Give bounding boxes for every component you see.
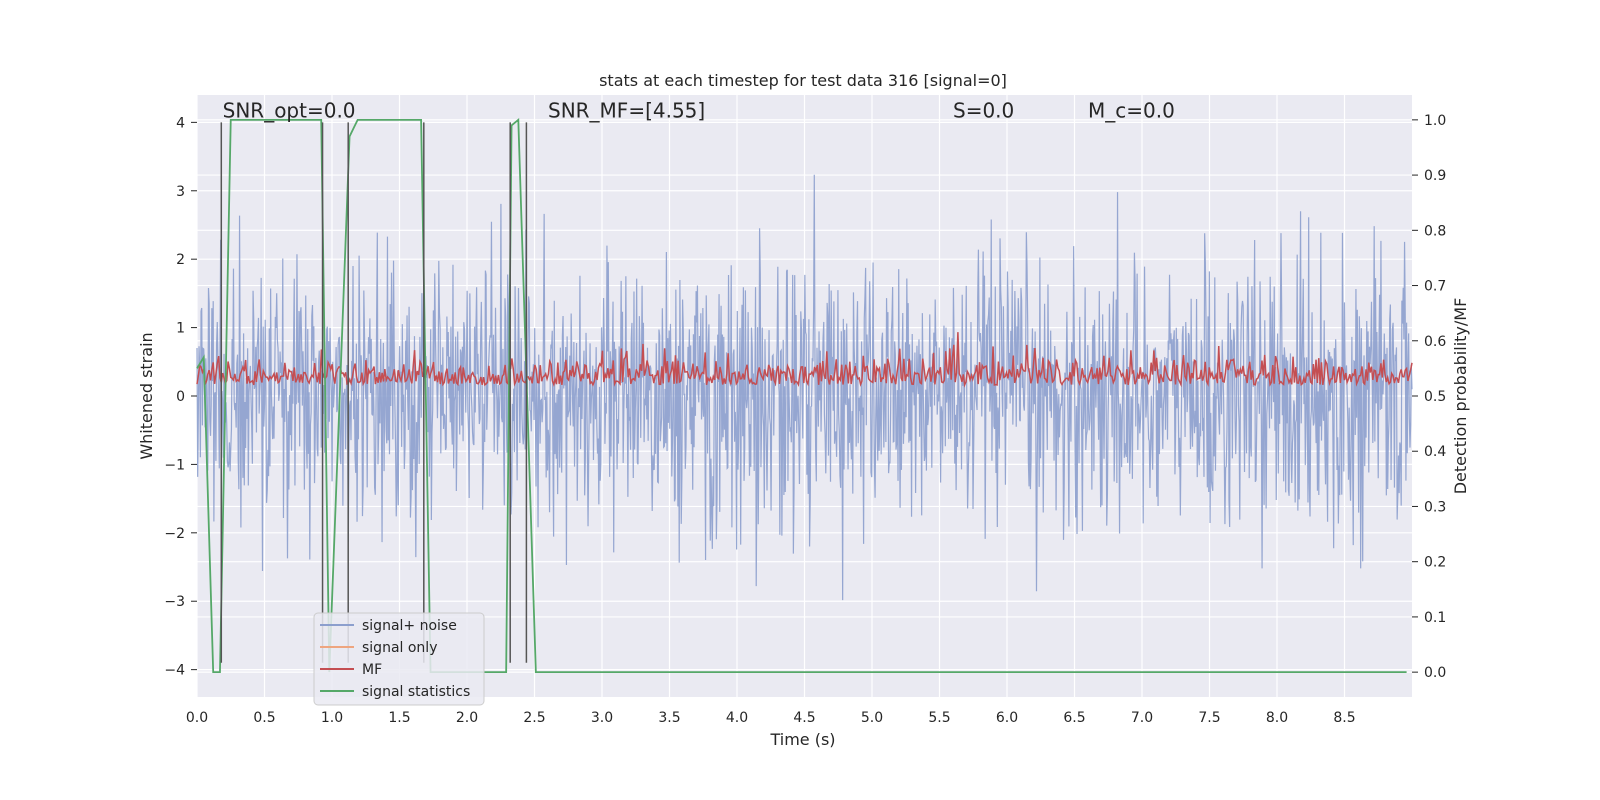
x-tick-label: 5.5 bbox=[928, 710, 950, 726]
y-right-tick-label: 0.5 bbox=[1424, 389, 1446, 405]
annotation-text: SNR_MF=[4.55] bbox=[548, 99, 705, 123]
series-mf-line bbox=[196, 332, 1413, 388]
legend-label: signal statistics bbox=[362, 684, 470, 700]
y-right-tick-label: 0.9 bbox=[1424, 168, 1446, 184]
annotation-text: S=0.0 bbox=[953, 99, 1014, 123]
y-right-tick-label: 0.0 bbox=[1424, 665, 1446, 681]
annotation-text: SNR_opt=0.0 bbox=[223, 99, 356, 123]
x-tick-label: 3.0 bbox=[591, 710, 613, 726]
y-tick-label: −2 bbox=[164, 526, 185, 542]
legend-box bbox=[313, 612, 485, 706]
x-tick-label: 2.5 bbox=[523, 710, 545, 726]
vertical-markers bbox=[220, 122, 528, 663]
y-tick-label: −3 bbox=[164, 594, 185, 610]
chart-title: stats at each timestep for test data 316… bbox=[599, 71, 1007, 90]
y-tick-label: 1 bbox=[176, 321, 185, 337]
legend: signal+ noise signal only MF signal statist… bbox=[313, 612, 485, 706]
tick-labels: 0.0 0.5 1.0 1.5 2.0 2.5 3.0 3.5 4.0 4.5 5.0 5.5 6.0 6… bbox=[164, 113, 1446, 726]
x-tick-label: 5.0 bbox=[861, 710, 883, 726]
x-tick-label: 2.0 bbox=[456, 710, 478, 726]
y-right-tick-label: 0.7 bbox=[1424, 279, 1446, 295]
y-right-tick-label: 0.4 bbox=[1424, 444, 1446, 460]
annotations: SNR_opt=0.0 SNR_MF=[4.55] S=0.0 M_c=0.0 bbox=[223, 99, 1175, 123]
legend-label: signal only bbox=[362, 640, 437, 656]
y-tick-label: −4 bbox=[164, 663, 185, 679]
x-tick-label: 0.5 bbox=[253, 710, 275, 726]
x-tick-label: 7.0 bbox=[1131, 710, 1153, 726]
y-tick-label: 2 bbox=[176, 252, 185, 268]
annotation-text: M_c=0.0 bbox=[1088, 99, 1175, 123]
y-axis-label: Whitened strain bbox=[137, 332, 156, 459]
y-axis-label-right: Detection probability/MF bbox=[1451, 298, 1470, 495]
y-right-tick-label: 0.2 bbox=[1424, 555, 1446, 571]
y-tick-label: −1 bbox=[164, 457, 185, 473]
x-tick-label: 8.0 bbox=[1266, 710, 1288, 726]
y-tick-label: 3 bbox=[176, 184, 185, 200]
x-tick-label: 3.5 bbox=[658, 710, 680, 726]
y-right-tick-label: 0.8 bbox=[1424, 223, 1446, 239]
x-tick-label: 1.5 bbox=[388, 710, 410, 726]
y-tick-label: 4 bbox=[176, 115, 185, 131]
y-tick-label: 0 bbox=[176, 389, 185, 405]
y-right-tick-label: 0.3 bbox=[1424, 499, 1446, 515]
series-signal-statistics-line bbox=[196, 117, 1407, 674]
series-layer bbox=[196, 117, 1413, 674]
x-tick-label: 0.0 bbox=[186, 710, 208, 726]
y-right-tick-label: 0.1 bbox=[1424, 610, 1446, 626]
series-signal-noise-line bbox=[196, 174, 1413, 601]
x-tick-label: 4.0 bbox=[726, 710, 748, 726]
x-tick-label: 4.5 bbox=[793, 710, 815, 726]
x-tick-label: 7.5 bbox=[1198, 710, 1220, 726]
legend-label: signal+ noise bbox=[362, 618, 457, 634]
y-right-tick-label: 0.6 bbox=[1424, 334, 1446, 350]
x-tick-label: 6.5 bbox=[1063, 710, 1085, 726]
legend-label: MF bbox=[362, 662, 382, 678]
x-axis-label: Time (s) bbox=[769, 730, 835, 749]
x-tick-label: 1.0 bbox=[321, 710, 343, 726]
y-right-tick-label: 1.0 bbox=[1424, 113, 1446, 129]
x-tick-label: 8.5 bbox=[1333, 710, 1355, 726]
x-tick-label: 6.0 bbox=[996, 710, 1018, 726]
